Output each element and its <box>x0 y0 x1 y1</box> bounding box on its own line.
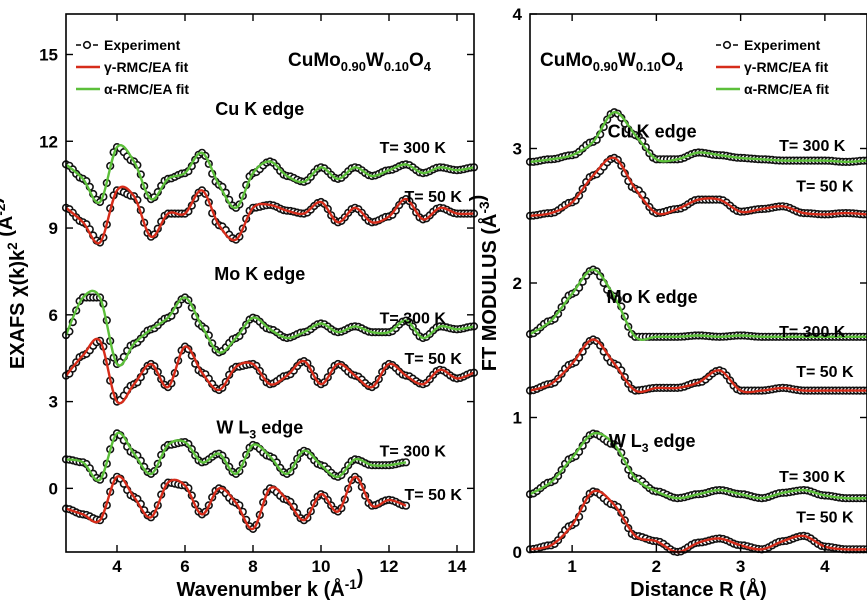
x-tick-label: 10 <box>312 557 331 576</box>
temperature-label: T= 50 K <box>405 189 463 206</box>
y-tick-label: 0 <box>513 543 522 562</box>
temperature-label: T= 300 K <box>779 324 846 341</box>
y-tick-label: 6 <box>49 306 58 325</box>
x-tick-label: 14 <box>448 557 467 576</box>
gamma-fit-line <box>66 476 406 529</box>
y-tick-label: 15 <box>39 45 58 64</box>
temperature-label: T= 300 K <box>380 310 447 327</box>
temperature-label: T= 50 K <box>405 351 463 368</box>
edge-label: Cu K edge <box>215 99 304 119</box>
legend-label: γ-RMC/EA fit <box>104 59 189 75</box>
temperature-label: T= 300 K <box>779 469 846 486</box>
y-tick-label: 12 <box>39 132 58 151</box>
y-tick-label: 1 <box>513 409 522 428</box>
legend: Experiment γ-RMC/EA fit α-RMC/EA fit <box>716 37 829 97</box>
y-tick-label: 0 <box>49 479 58 498</box>
temperature-label: T= 50 K <box>405 487 463 504</box>
y-tick-label: 3 <box>513 140 522 159</box>
x-tick-label: 6 <box>180 557 189 576</box>
x-tick-label: 12 <box>380 557 399 576</box>
edge-label: W L3 edge <box>216 417 303 441</box>
y-tick-label: 9 <box>49 219 58 238</box>
edge-label: Cu K edge <box>608 122 697 142</box>
temperature-label: T= 300 K <box>380 140 447 157</box>
compound-formula: CuMo0.90W0.10O4 <box>288 50 432 74</box>
x-axis-label: Wavenumber k (Å-1) <box>177 567 364 600</box>
x-tick-label: 3 <box>736 557 745 576</box>
compound-formula: CuMo0.90W0.10O4 <box>540 50 684 74</box>
ft-modulus-panel: 1 2 3 4 0 1 2 3 4 Distance R (Å) FT MODULUS (Å-3) C… <box>467 5 867 600</box>
x-axis-label: Distance R (Å) <box>630 577 767 600</box>
temperature-label: T= 300 K <box>779 138 846 155</box>
temperature-label: T= 50 K <box>796 179 854 196</box>
y-axis-label: EXAFS χ(k)k2 (Å-2) <box>0 197 29 369</box>
legend-marker <box>84 42 91 49</box>
legend: Experiment γ-RMC/EA fit α-RMC/EA fit <box>76 37 189 97</box>
x-tick-label: 1 <box>567 557 576 576</box>
x-tick-label: 2 <box>652 557 661 576</box>
y-tick-label: 2 <box>513 274 522 293</box>
legend-label: Experiment <box>104 37 181 53</box>
y-axis-label: FT MODULUS (Å-3) <box>467 195 501 372</box>
x-tick-label: 8 <box>248 557 257 576</box>
temperature-label: T= 300 K <box>380 444 447 461</box>
x-tick-label: 4 <box>820 557 830 576</box>
series-cu-k-300K <box>527 109 867 165</box>
temperature-label: T= 50 K <box>796 364 854 381</box>
series-w-l3-50K <box>63 474 410 533</box>
legend-marker <box>724 42 731 49</box>
legend-label: α-RMC/EA fit <box>744 81 829 97</box>
legend-label: Experiment <box>744 37 821 53</box>
y-tick-label: 3 <box>49 393 58 412</box>
x-tick-label: 4 <box>112 557 122 576</box>
edge-label: Mo K edge <box>214 264 305 284</box>
y-tick-label: 4 <box>513 5 523 24</box>
edge-label: Mo K edge <box>607 287 698 307</box>
legend-label: α-RMC/EA fit <box>104 81 189 97</box>
temperature-label: T= 50 K <box>796 509 854 526</box>
exafs-panel: 4 6 8 10 12 14 0 3 6 9 12 15 Wavenumber k (Å-1) EXAFS… <box>0 14 477 600</box>
series-w-l3-300K <box>527 430 867 501</box>
legend-label: γ-RMC/EA fit <box>744 59 829 75</box>
